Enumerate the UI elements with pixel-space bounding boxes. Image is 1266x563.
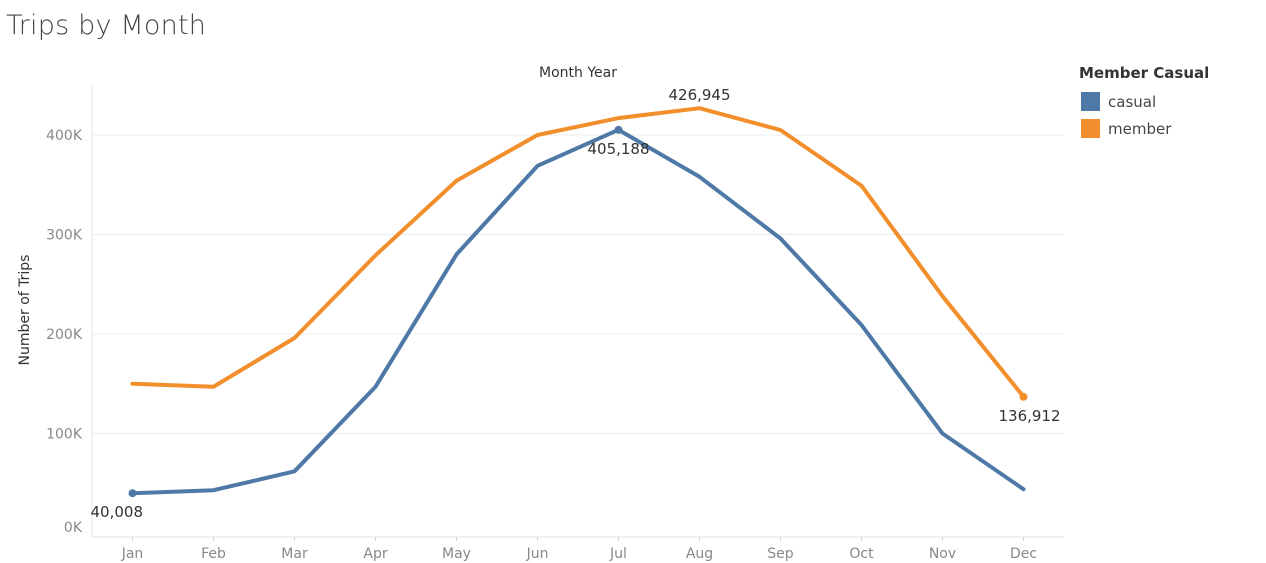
data-label-casual-jul: 405,188	[587, 140, 649, 158]
legend-label-member: member	[1108, 119, 1172, 138]
x-tick-label-oct: Oct	[849, 546, 874, 562]
legend-swatch-member	[1081, 119, 1100, 138]
x-tick-label-jun: Jun	[526, 546, 549, 562]
y-tick-label: 400K	[46, 128, 83, 144]
y-tick-label: 100K	[46, 427, 83, 443]
x-tick-label-sep: Sep	[767, 546, 794, 562]
gridlines	[92, 134, 1064, 434]
y-tick-label: 300K	[46, 228, 83, 244]
data-point-member-dec[interactable]	[1019, 392, 1028, 401]
data-label-member-aug: 426,945	[668, 86, 730, 104]
legend: Member Casual casual member	[1079, 64, 1259, 142]
data-labels: 40,008 405,188 426,945 136,912	[91, 86, 1061, 521]
data-point-casual-jul[interactable]	[614, 125, 623, 134]
x-tick-label-nov: Nov	[929, 546, 956, 562]
data-label-casual-jan: 40,008	[91, 503, 144, 521]
data-point-casual-jan[interactable]	[128, 489, 137, 498]
x-tick-label-jan: Jan	[121, 546, 144, 562]
legend-title: Member Casual	[1079, 64, 1210, 82]
x-tick-label-apr: Apr	[363, 546, 387, 562]
y-tick-label: 0K	[64, 520, 83, 536]
y-tick-label: 200K	[46, 327, 83, 343]
x-axis-title: Month Year	[539, 65, 617, 81]
x-tick-label-aug: Aug	[686, 546, 713, 562]
x-tick-label-jul: Jul	[609, 546, 627, 562]
legend-item-member[interactable]: member	[1079, 115, 1259, 142]
series-lines[interactable]	[128, 106, 1028, 498]
legend-swatch-casual	[1081, 92, 1100, 111]
series-line-casual[interactable]	[130, 127, 1026, 496]
axes: 0K 100K 200K 300K 400K Jan Feb Mar Apr May Jun Jul A…	[46, 85, 1064, 562]
series-line-member[interactable]	[130, 106, 1026, 399]
y-axis-title: Number of Trips	[17, 255, 33, 366]
page-title: Trips by Month	[6, 10, 207, 41]
legend-label-casual: casual	[1108, 92, 1157, 111]
x-tick-label-may: May	[442, 546, 471, 562]
x-tick-label-dec: Dec	[1010, 546, 1037, 562]
x-tick-label-feb: Feb	[201, 546, 226, 562]
x-tick-label-mar: Mar	[281, 546, 308, 562]
legend-item-casual[interactable]: casual	[1079, 88, 1259, 115]
data-label-member-dec: 136,912	[998, 407, 1060, 425]
line-chart: 0K 100K 200K 300K 400K Jan Feb Mar Apr May Jun Jul A…	[17, 65, 1064, 562]
